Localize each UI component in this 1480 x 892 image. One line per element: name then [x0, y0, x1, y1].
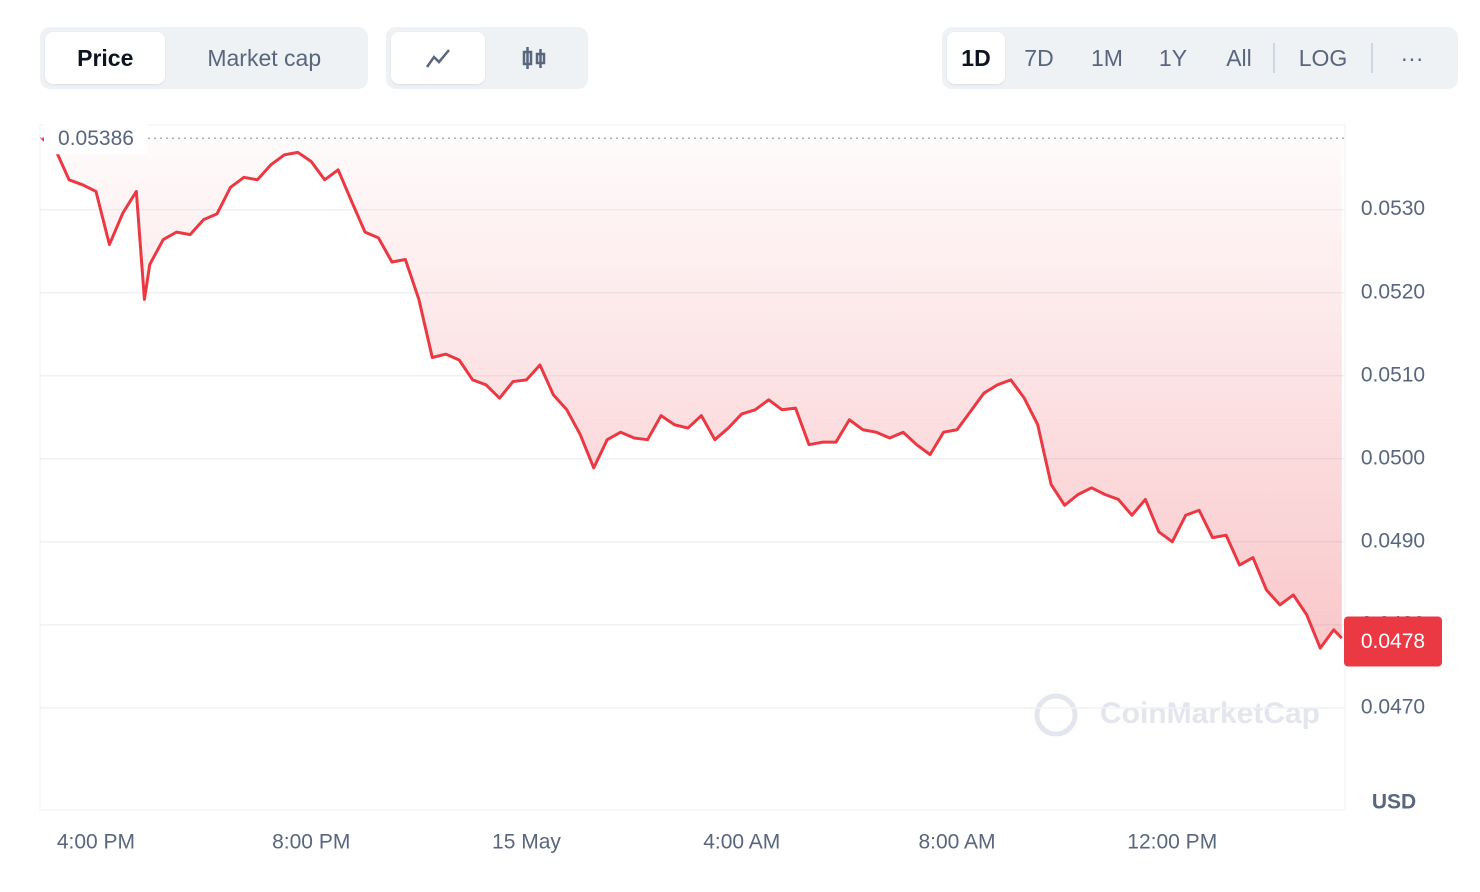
line-icon: [425, 49, 450, 68]
y-tick-label: 0.0530: [1361, 197, 1425, 220]
x-tick-label: 4:00 PM: [57, 831, 135, 854]
max-label: 0.05386: [58, 127, 134, 150]
separator: [1273, 43, 1275, 73]
tab-market-cap[interactable]: Market cap: [207, 44, 322, 71]
range-group: 1D 7D 1M 1Y All LOG ···: [942, 27, 1458, 89]
x-tick-label: 4:00 AM: [703, 831, 780, 854]
range-7d[interactable]: 7D: [1024, 44, 1054, 71]
chart-type-group: [386, 27, 588, 89]
x-tick-label: 8:00 AM: [918, 831, 995, 854]
y-tick-label: 0.0470: [1361, 695, 1425, 718]
range-1y[interactable]: 1Y: [1158, 44, 1188, 71]
range-1d[interactable]: 1D: [947, 32, 1005, 84]
watermark: CoinMarketCap: [1100, 697, 1320, 730]
line-chart-button[interactable]: [391, 32, 485, 84]
separator: [1371, 43, 1373, 73]
y-unit: USD: [1372, 791, 1416, 814]
range-all[interactable]: All: [1226, 44, 1252, 71]
tab-group: Price Market cap: [40, 27, 368, 89]
x-tick-label: 12:00 PM: [1127, 831, 1217, 854]
log-button[interactable]: LOG: [1298, 44, 1348, 71]
current-price-tag: [1344, 616, 1442, 667]
max-label-box: [44, 122, 148, 155]
tab-price[interactable]: Price: [45, 32, 166, 84]
x-tick-label: 8:00 PM: [272, 831, 350, 854]
x-tick-label: 15 May: [492, 831, 561, 854]
range-1m[interactable]: 1M: [1091, 44, 1123, 71]
y-tick-label: 0.0490: [1361, 529, 1425, 552]
price-line: [41, 137, 1343, 650]
watermark-logo: [1034, 693, 1078, 737]
candle-chart-button[interactable]: [485, 32, 583, 84]
candle-icon: [522, 47, 546, 69]
current-price-label: 0.0478: [1361, 630, 1425, 653]
more-button[interactable]: ···: [1400, 44, 1424, 71]
y-tick-label: 0.0510: [1361, 363, 1425, 386]
y-tick-label: 0.0480: [1361, 612, 1425, 635]
y-tick-label: 0.0500: [1361, 446, 1425, 469]
y-tick-label: 0.0520: [1361, 280, 1425, 303]
area-fill: [42, 138, 1342, 649]
